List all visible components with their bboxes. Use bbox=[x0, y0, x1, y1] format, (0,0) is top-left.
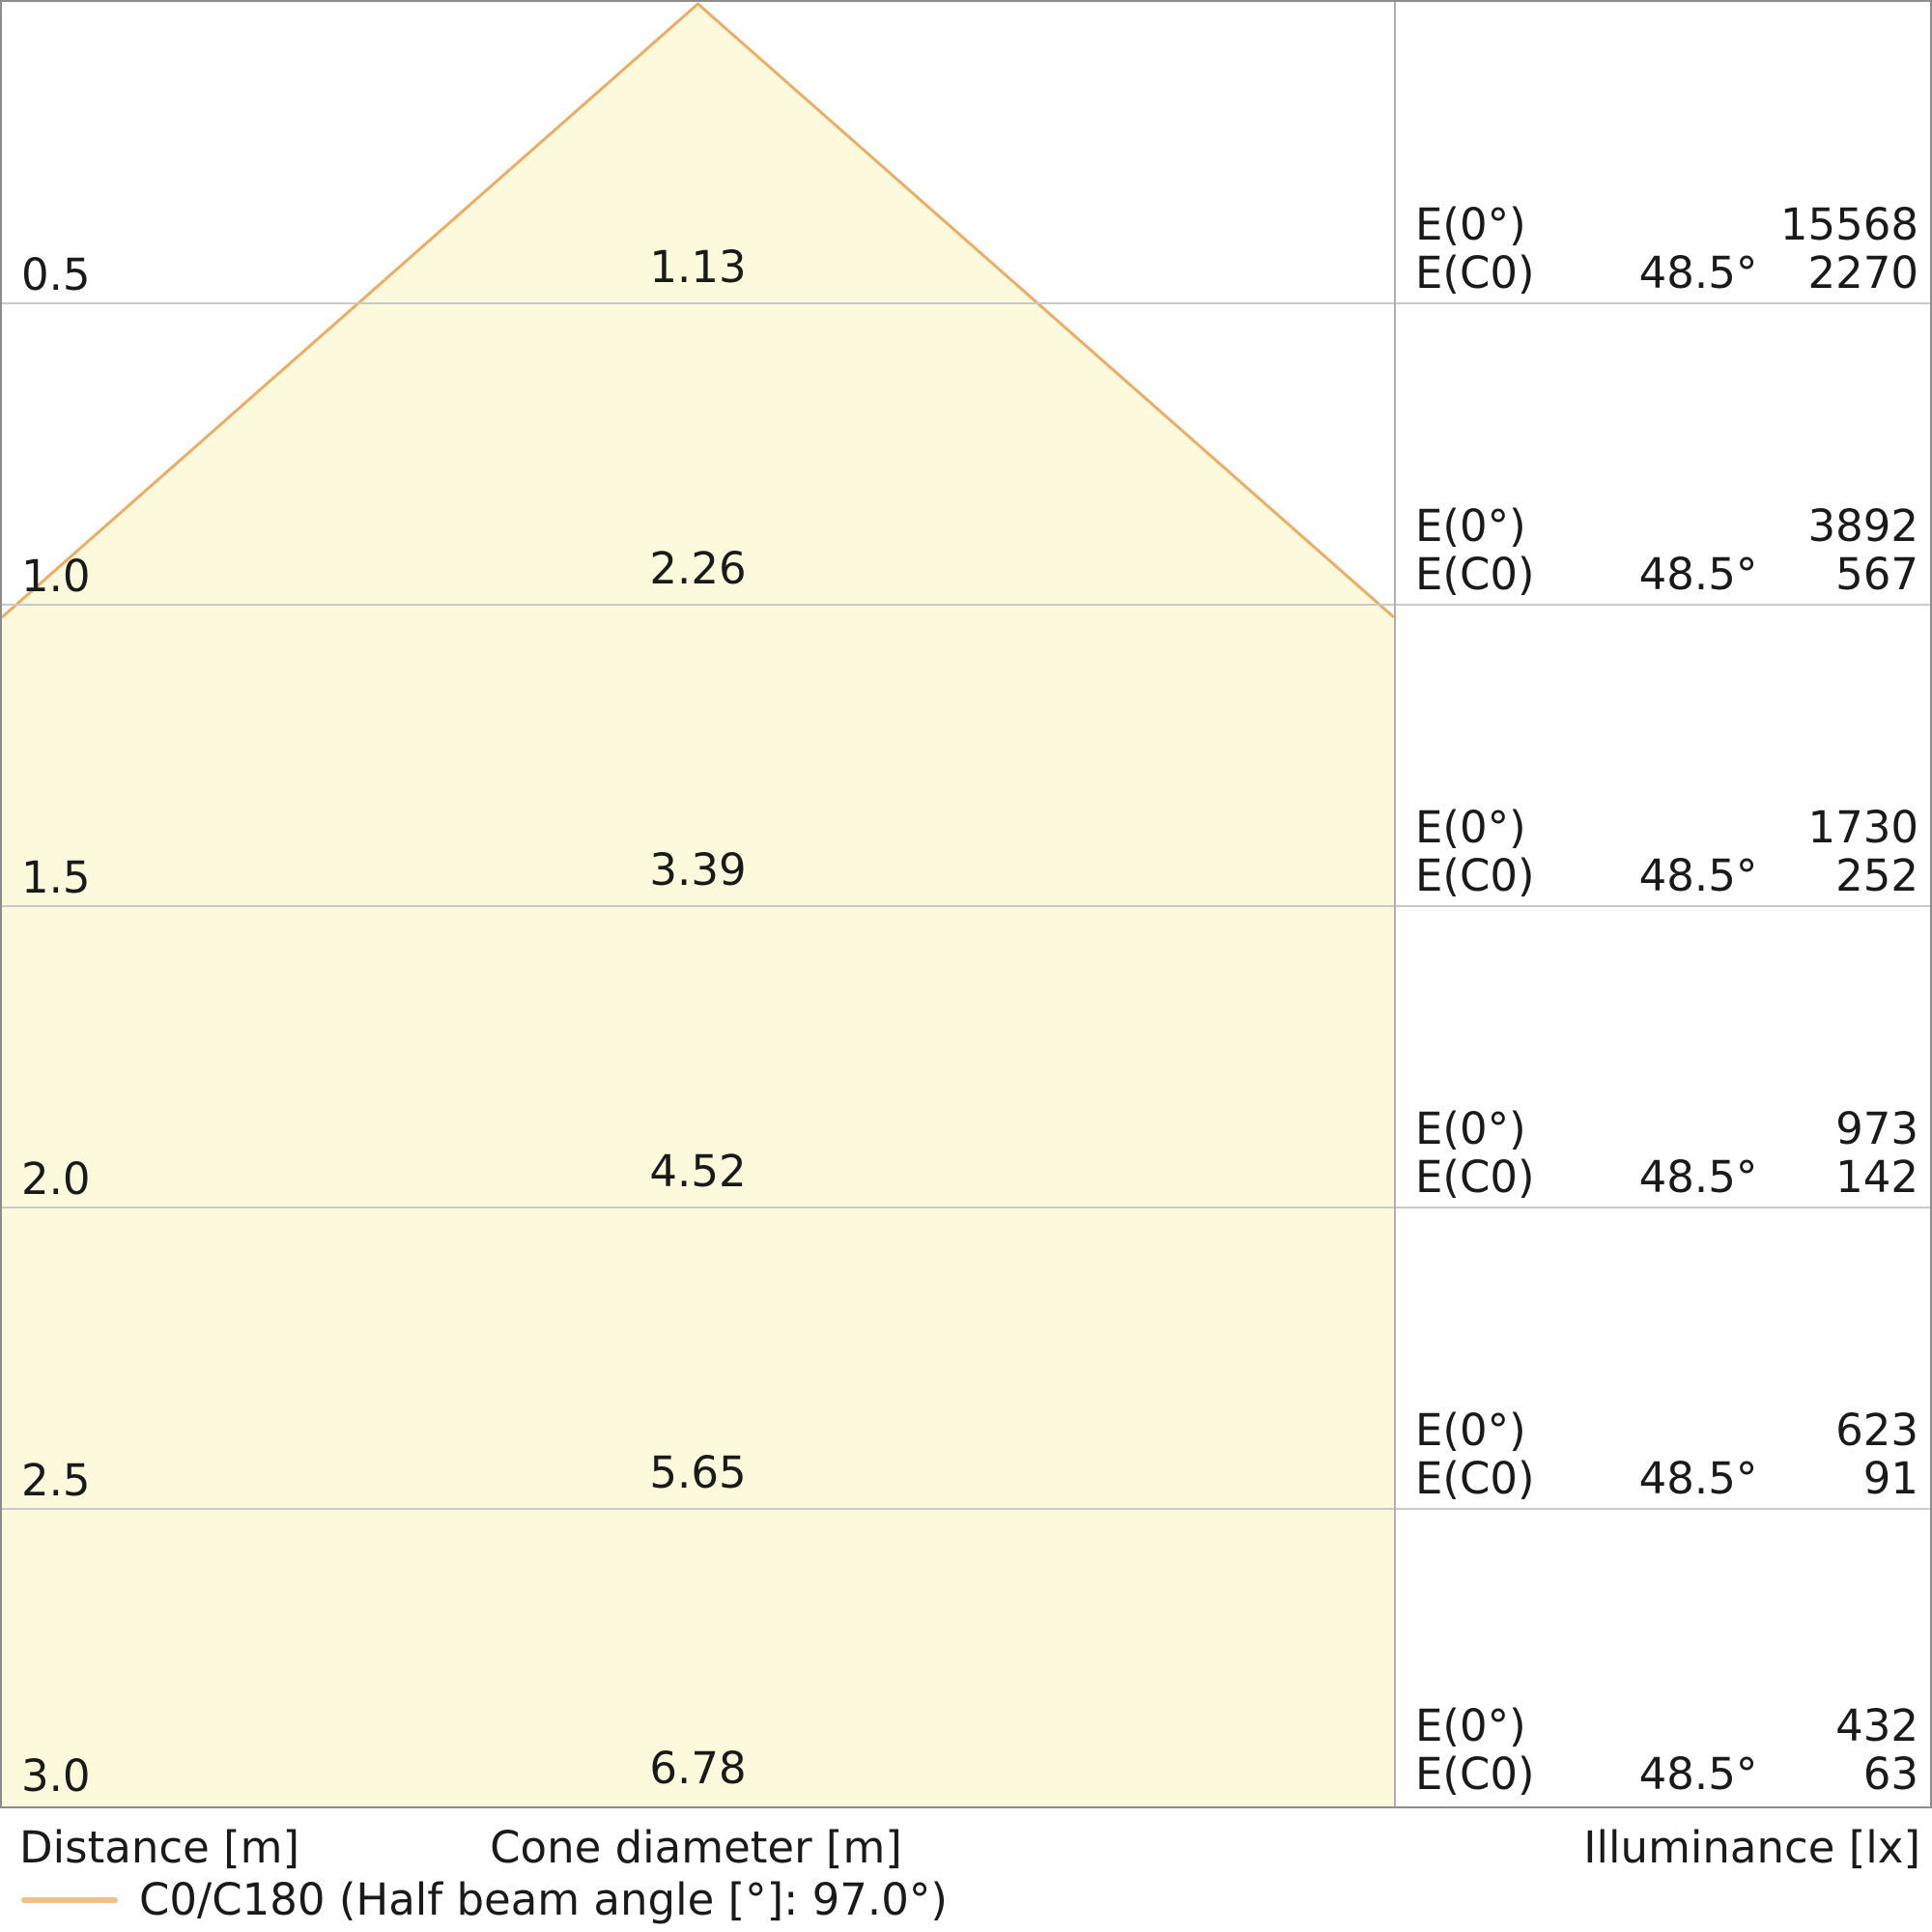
e0-value: 1730 bbox=[1807, 802, 1918, 853]
distance-label: 0.5 bbox=[21, 249, 91, 300]
e0-label: E(0°) bbox=[1415, 1700, 1526, 1751]
e0-label: E(0°) bbox=[1415, 1103, 1526, 1154]
illuminance-row: E(0°) 623 E(C0) 48.5° 91 bbox=[1396, 1406, 1930, 1503]
illuminance-row: E(0°) 432 E(C0) 48.5° 63 bbox=[1396, 1702, 1930, 1799]
legend: C0/C180 (Half beam angle [°]: 97.0°) bbox=[21, 1876, 948, 1924]
distance-label: 3.0 bbox=[21, 1750, 91, 1802]
ec0-label: E(C0) bbox=[1415, 1151, 1535, 1203]
e0-label: E(0°) bbox=[1415, 1405, 1526, 1456]
cone-diameter-value: 2.26 bbox=[649, 543, 747, 594]
cone-diameter-value: 3.39 bbox=[649, 844, 747, 895]
e0-label: E(0°) bbox=[1415, 802, 1526, 853]
e0-label: E(0°) bbox=[1415, 500, 1526, 552]
half-beam-angle: 48.5° bbox=[1638, 247, 1758, 298]
cone-edge-line bbox=[2, 2, 1394, 619]
legend-label: C0/C180 (Half beam angle [°]: 97.0°) bbox=[139, 1874, 948, 1925]
illuminance-row: E(0°) 3892 E(C0) 48.5° 567 bbox=[1396, 502, 1930, 599]
axis-caption-cone-diameter: Cone diameter [m] bbox=[490, 1822, 902, 1873]
half-beam-angle: 48.5° bbox=[1638, 1748, 1758, 1800]
chart-table-divider bbox=[1394, 2, 1396, 1806]
ec0-value: 2270 bbox=[1807, 247, 1918, 298]
illuminance-row: E(0°) 15568 E(C0) 48.5° 2270 bbox=[1396, 201, 1930, 298]
half-beam-angle: 48.5° bbox=[1638, 549, 1758, 600]
ec0-label: E(C0) bbox=[1415, 247, 1535, 298]
cone-diameter-value: 1.13 bbox=[649, 242, 747, 293]
ec0-value: 142 bbox=[1835, 1151, 1918, 1203]
axis-caption-illuminance: Illuminance [lx] bbox=[1583, 1822, 1920, 1873]
e0-value: 432 bbox=[1835, 1700, 1918, 1751]
cone-diameter-value: 5.65 bbox=[649, 1447, 747, 1498]
e0-value: 973 bbox=[1835, 1103, 1918, 1154]
cone-diameter-value: 6.78 bbox=[649, 1743, 747, 1794]
half-beam-angle: 48.5° bbox=[1638, 1453, 1758, 1504]
ec0-value: 567 bbox=[1835, 549, 1918, 600]
half-beam-angle: 48.5° bbox=[1638, 850, 1758, 901]
ec0-label: E(C0) bbox=[1415, 850, 1535, 901]
ec0-value: 252 bbox=[1835, 850, 1918, 901]
ec0-value: 63 bbox=[1862, 1748, 1918, 1800]
ec0-label: E(C0) bbox=[1415, 1748, 1535, 1800]
cone-diameter-value: 4.52 bbox=[649, 1146, 747, 1197]
distance-label: 2.0 bbox=[21, 1153, 91, 1205]
illuminance-row: E(0°) 973 E(C0) 48.5° 142 bbox=[1396, 1105, 1930, 1202]
gridline-2.5m bbox=[2, 1508, 1930, 1510]
ec0-label: E(C0) bbox=[1415, 1453, 1535, 1504]
gridline-1.5m bbox=[2, 905, 1930, 907]
gridline-2.0m bbox=[2, 1207, 1930, 1208]
legend-line-swatch-icon bbox=[21, 1896, 118, 1903]
distance-label: 2.5 bbox=[21, 1455, 91, 1506]
illuminance-row: E(0°) 1730 E(C0) 48.5° 252 bbox=[1396, 804, 1930, 900]
gridline-0.5m bbox=[2, 302, 1930, 304]
e0-value: 15568 bbox=[1779, 199, 1918, 250]
axis-caption-distance: Distance [m] bbox=[19, 1822, 300, 1873]
e0-value: 623 bbox=[1835, 1405, 1918, 1456]
e0-label: E(0°) bbox=[1415, 199, 1526, 250]
distance-label: 1.0 bbox=[21, 551, 91, 602]
ec0-value: 91 bbox=[1862, 1453, 1918, 1504]
e0-value: 3892 bbox=[1807, 500, 1918, 552]
ec0-label: E(C0) bbox=[1415, 549, 1535, 600]
half-beam-angle: 48.5° bbox=[1638, 1151, 1758, 1203]
distance-label: 1.5 bbox=[21, 852, 91, 903]
gridline-1.0m bbox=[2, 604, 1930, 606]
diagram-frame: 0.5 1.13 E(0°) 15568 E(C0) 48.5° 2270 1.… bbox=[0, 0, 1932, 1808]
